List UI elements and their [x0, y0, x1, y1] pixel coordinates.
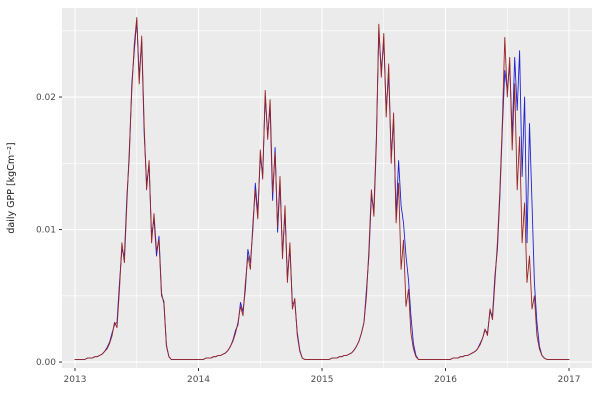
series-line-red4 — [74, 17, 570, 360]
x-tick-label: 2014 — [187, 375, 210, 385]
x-tick-label: 2013 — [64, 375, 87, 385]
x-tick-label: 2016 — [434, 375, 457, 385]
y-tick-label: 0.00 — [36, 358, 56, 368]
y-tick-label: 0.02 — [36, 93, 56, 103]
plot-panel — [62, 8, 592, 368]
y-axis-title: daily GPP [kgCm⁻²] — [6, 142, 17, 233]
x-tick-label: 2015 — [311, 375, 334, 385]
y-tick-label: 0.01 — [36, 226, 56, 236]
x-tick-label: 2017 — [558, 375, 581, 385]
